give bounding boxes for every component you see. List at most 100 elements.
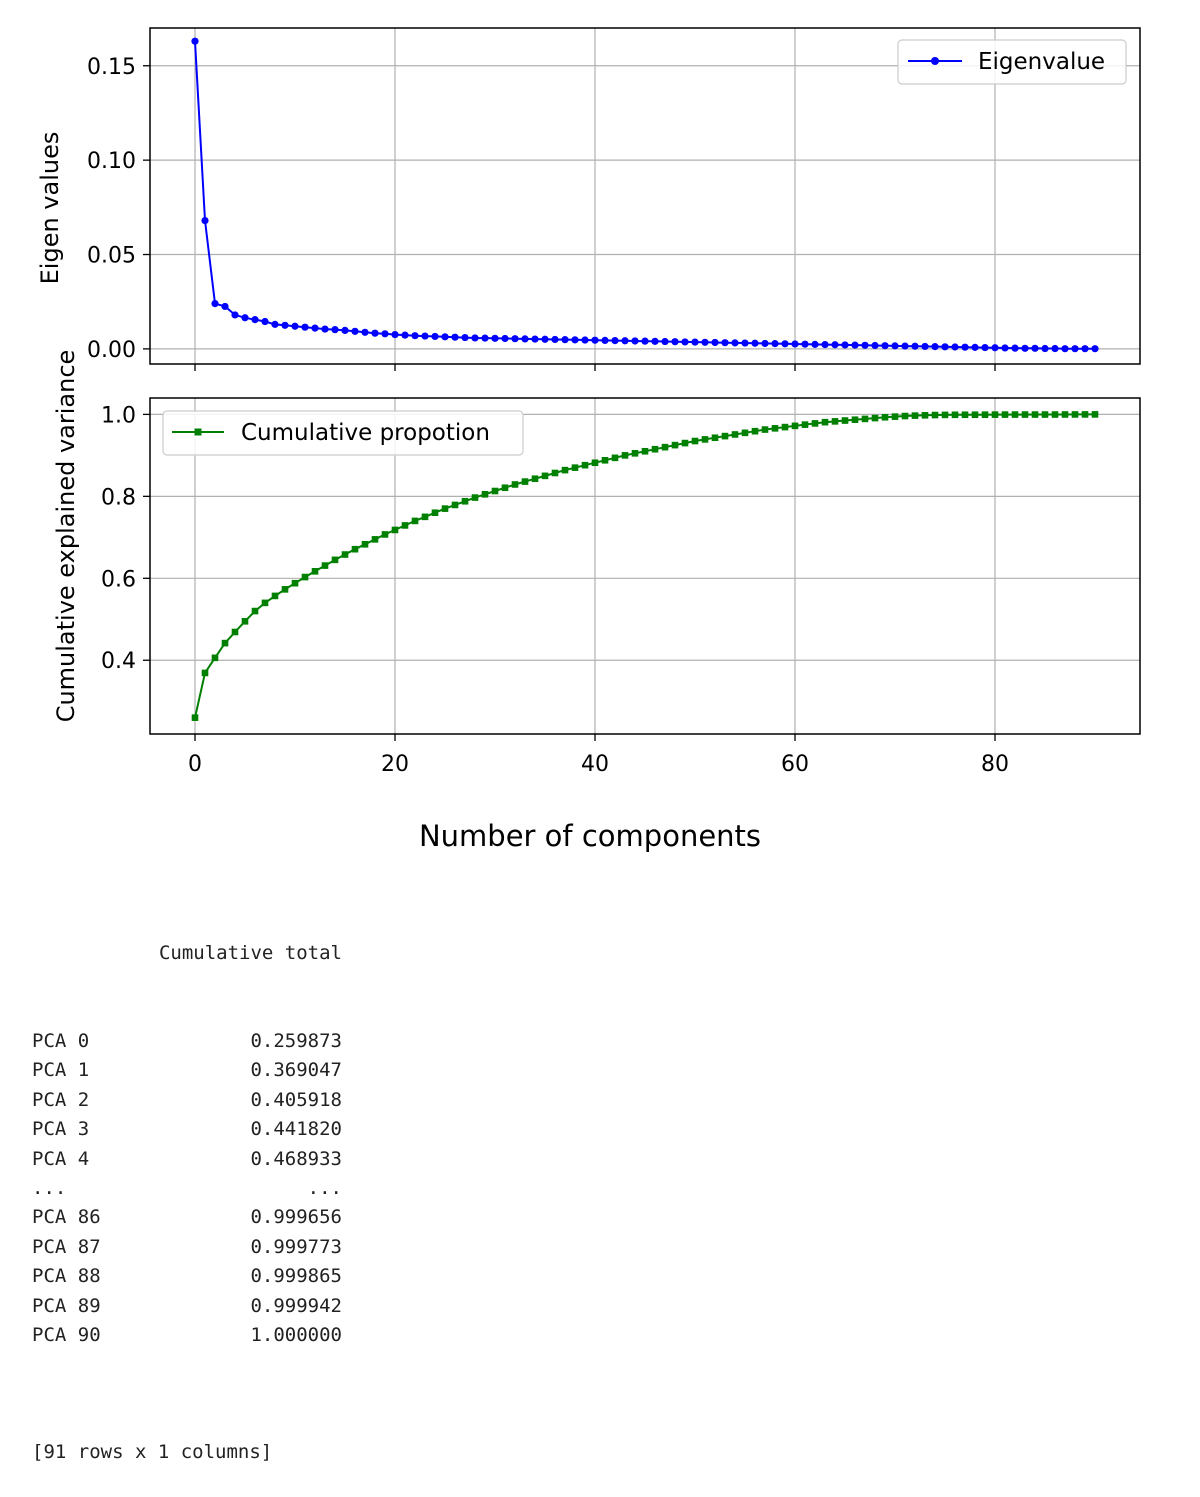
eigenvalue-data-point (311, 324, 319, 332)
cumulative-legend-label: Cumulative propotion (241, 420, 490, 446)
table-row: PCA 87 0.999773 (32, 1233, 342, 1262)
cumulative-axes-frame (149, 397, 1141, 735)
cumulative-data-point (821, 418, 829, 426)
eigenvalue-data-point (301, 323, 309, 331)
eigenvalue-data-point (1061, 345, 1069, 353)
eigenvalue-legend-box (897, 39, 1127, 85)
cumulative-data-point (571, 464, 579, 471)
pca-figure: 0.00 0.05 0.10 0.15 Eigen values Eigenvalue… (36, 27, 1141, 853)
table-row-index: PCA 4 (32, 1147, 90, 1170)
cumulative-data-point (291, 579, 299, 587)
cumulative-data-point (541, 472, 549, 480)
eigenvalue-legend-marker (931, 57, 939, 65)
cumulative-data-point (701, 436, 709, 443)
cumulative-data-point (771, 425, 779, 432)
eigenvalue-data-point (661, 337, 669, 346)
table-row-index: PCA 1 (32, 1059, 90, 1082)
cumulative-data-point (451, 501, 459, 509)
cumulative-data-point (991, 411, 999, 418)
cumulative-data-point (921, 411, 929, 419)
eigenvalue-data-point (721, 339, 729, 347)
table-row-value: 0.441820 (250, 1118, 342, 1141)
cumulative-data-point (201, 669, 209, 677)
eigenvalue-data-point (541, 335, 549, 343)
table-row-index: PCA 90 (32, 1323, 101, 1346)
table-row-index: PCA 89 (32, 1294, 101, 1317)
cumulative-data-point (401, 522, 409, 529)
eigenvalue-data-point (801, 340, 809, 348)
eigenvalue-data-point (561, 336, 569, 344)
cumulative-subplot: 0 20 40 60 80 0.4 0.6 0.8 1.0 Cumulative explain… (52, 350, 1141, 777)
eigenvalue-data-point (981, 343, 989, 352)
cumulative-data-point (751, 427, 759, 435)
eigenvalue-series-line (194, 41, 1095, 350)
eigenvalue-y-axis-label: Eigen values (36, 132, 64, 285)
cumulative-data-point (511, 481, 519, 488)
cumulative-data-point (1051, 411, 1059, 418)
eigenvalue-series-points (191, 37, 1099, 353)
cumulative-data-point (1071, 411, 1079, 418)
cumulative-total-table: Cumulative total PCA 0 0.259873 PCA 1 0.369… (32, 880, 342, 1497)
cumulative-data-point (221, 639, 229, 647)
cumulative-data-point (211, 654, 219, 662)
cumulative-data-point (981, 411, 989, 418)
table-row-value: 0.468933 (250, 1147, 342, 1170)
eigenvalue-data-point (851, 341, 859, 349)
cumulative-data-point (901, 412, 909, 420)
eigenvalue-data-point (831, 341, 839, 349)
eigenvalue-data-point (551, 335, 559, 344)
eigenvalue-data-point (1081, 345, 1089, 353)
eigenvalue-data-point (221, 302, 229, 311)
table-footer: [91 rows x 1 columns] (32, 1441, 273, 1464)
eigenvalue-data-point (971, 343, 979, 351)
table-body: PCA 0 0.259873 PCA 1 0.369047 PCA 2 0.405918 P… (32, 1027, 342, 1350)
eigenvalue-data-point (491, 334, 499, 342)
eigenvalue-data-point (811, 340, 819, 348)
cumulative-data-point (651, 445, 659, 453)
eigenvalue-data-point (261, 317, 269, 326)
eigenvalue-data-point (191, 37, 199, 45)
eigenvalue-data-point (321, 325, 329, 333)
cumulative-series-line (194, 413, 1095, 718)
eigenvalue-data-point (601, 336, 609, 345)
eigenvalue-data-point (371, 329, 379, 337)
table-row: PCA 3 0.441820 (32, 1115, 342, 1144)
x-tick-label: 0 (188, 752, 202, 777)
eigenvalue-data-point (451, 333, 459, 341)
cumulative-data-point (531, 475, 539, 483)
eigenvalue-data-point (361, 328, 369, 336)
cumulative-data-point (871, 414, 879, 422)
cumulative-data-point (1001, 411, 1009, 418)
cumulative-data-point (1011, 411, 1019, 418)
eigenvalue-data-point (421, 332, 429, 340)
cumulative-data-point (831, 418, 839, 425)
eigenvalue-data-point (961, 343, 969, 351)
eigenvalue-data-point (581, 336, 589, 344)
cumulative-data-point (251, 607, 259, 615)
eigenvalue-data-point (821, 340, 829, 349)
eigenvalue-data-point (611, 336, 619, 345)
eigenvalue-data-point (431, 332, 439, 341)
cumulative-legend-marker (194, 428, 202, 436)
cumulative-data-point (191, 714, 199, 721)
cumulative-data-point (671, 441, 679, 449)
cumulative-data-point (961, 411, 969, 419)
cumulative-data-point (1021, 411, 1029, 418)
cumulative-data-point (1031, 411, 1039, 418)
eigenvalue-data-point (771, 340, 779, 348)
cumulative-data-point (881, 413, 889, 421)
cumulative-data-point (911, 412, 919, 419)
cumulative-data-point (331, 556, 339, 564)
eigenvalue-data-point (231, 311, 239, 319)
cumulative-data-point (501, 484, 509, 492)
table-row: PCA 0 0.259873 (32, 1027, 342, 1056)
cumulative-data-point (481, 490, 489, 498)
eigenvalue-data-point (651, 337, 659, 345)
eigenvalue-y-tick-label: 0.05 (87, 244, 136, 269)
eigenvalue-data-point (931, 343, 939, 351)
cumulative-data-point (891, 413, 899, 420)
cumulative-data-point (581, 461, 589, 469)
cumulative-data-point (391, 526, 399, 534)
table-row-value: 0.999942 (250, 1294, 342, 1317)
eigenvalue-data-point (701, 338, 709, 346)
